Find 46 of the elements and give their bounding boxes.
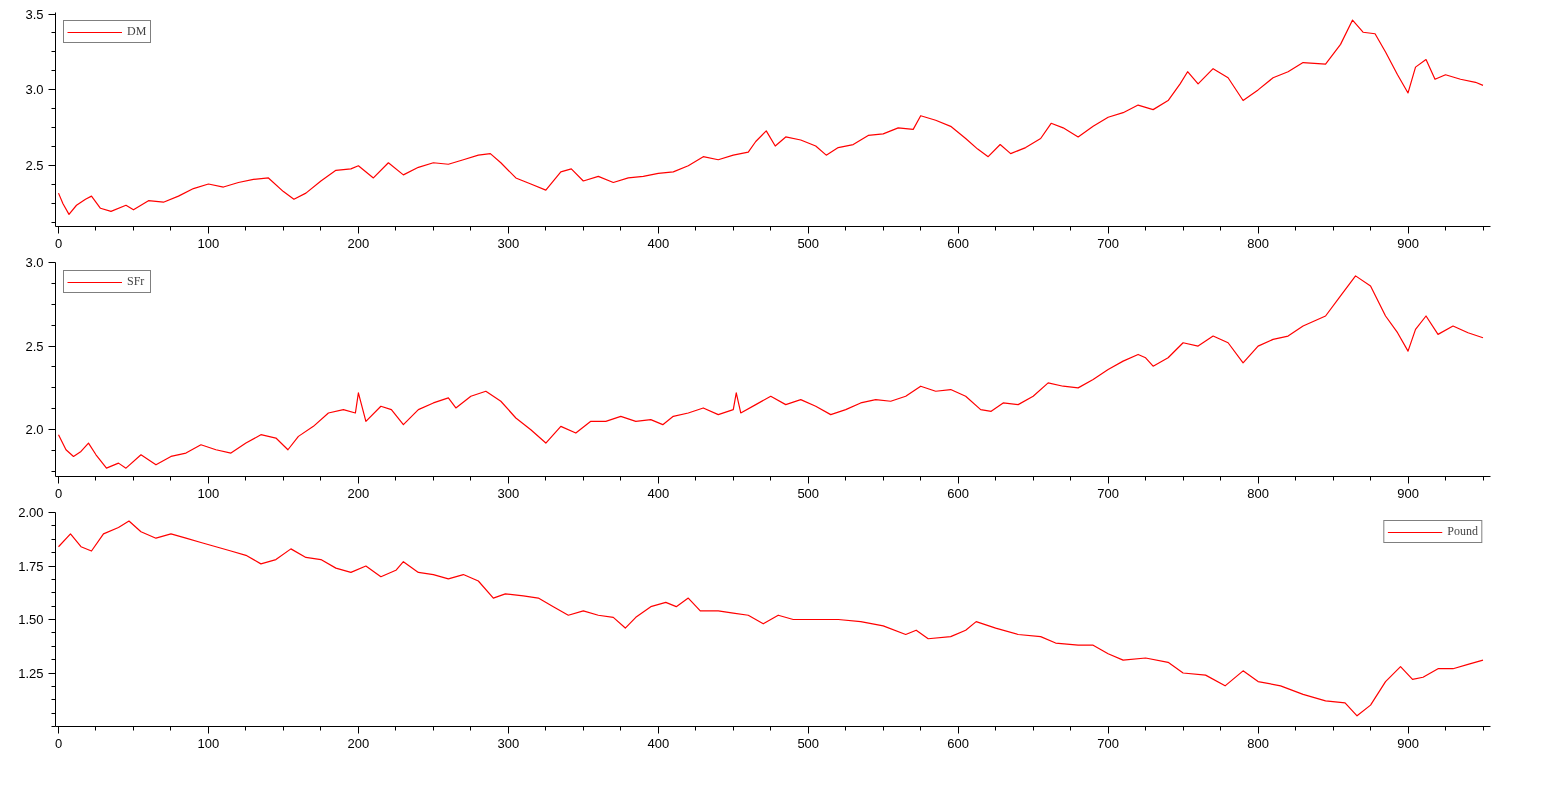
x-tick-label: 0: [54, 485, 63, 501]
x-tick-label: 700: [1097, 235, 1119, 251]
x-tick-label: 900: [1397, 235, 1419, 251]
y-tick-label: 2.5: [25, 338, 44, 354]
x-tick-label: 600: [947, 485, 970, 501]
x-tick-label: 400: [647, 235, 670, 251]
x-tick-label: 400: [647, 485, 670, 501]
x-tick-label: 800: [1247, 485, 1269, 501]
x-tick-label: 700: [1097, 735, 1119, 751]
x-tick-label: 100: [197, 485, 220, 501]
y-tick-label: 2.5: [25, 158, 44, 174]
x-tick-label: 600: [947, 735, 970, 751]
x-tick-label: 900: [1397, 485, 1419, 501]
y-tick-label: 3.5: [25, 6, 44, 22]
y-tick-label: 2.0: [25, 422, 44, 438]
line-series: [57, 520, 1484, 717]
y-tick-label: 1.50: [18, 612, 44, 627]
x-tick-label: 300: [497, 735, 520, 751]
x-tick-label: 200: [347, 735, 370, 751]
x-tick-label: 300: [497, 235, 520, 251]
x-tick-label: 500: [797, 235, 820, 251]
legend-label: Pound: [1447, 524, 1478, 539]
y-tick-label: 1.75: [18, 558, 44, 574]
x-tick-label: 600: [947, 235, 970, 251]
x-tick-label: 400: [647, 735, 670, 751]
x-tick-label: 100: [197, 235, 220, 251]
x-tick-label: 300: [497, 485, 520, 501]
x-tick-label: 0: [54, 235, 63, 251]
x-tick-label: 0: [54, 735, 63, 751]
x-tick-label: 800: [1247, 235, 1269, 251]
x-tick-label: 100: [197, 735, 220, 751]
x-tick-label: 200: [347, 235, 370, 251]
x-tick-label: 800: [1247, 735, 1269, 751]
x-tick-label: 200: [347, 485, 370, 501]
legend-label: SFr: [127, 274, 146, 289]
y-tick-label: 1.25: [18, 665, 44, 681]
x-tick-label: 900: [1397, 735, 1419, 751]
x-tick-label: 500: [797, 735, 820, 751]
line-series: [57, 275, 1484, 469]
legend-label: DM: [127, 24, 147, 39]
y-tick-label: 3.0: [25, 255, 44, 270]
line-series: [57, 19, 1484, 215]
x-tick-label: 500: [797, 485, 820, 501]
y-tick-label: 2.00: [18, 505, 44, 520]
y-tick-label: 3.0: [25, 82, 44, 98]
x-tick-label: 700: [1097, 485, 1119, 501]
